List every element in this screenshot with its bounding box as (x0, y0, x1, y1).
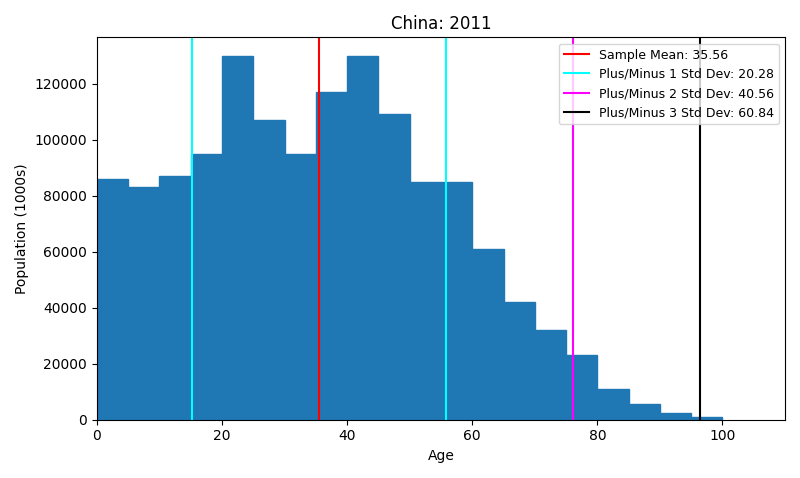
Bar (222, 55, 254, 420)
Bar (128, 187, 159, 420)
Bar (534, 330, 566, 420)
Bar (159, 176, 190, 420)
Plus/Minus 1 Std Dev: 20.28: (15.3, 0): 20.28: (15.3, 0) (188, 417, 198, 423)
Bar (566, 355, 598, 420)
Bar (97, 179, 128, 420)
Plus/Minus 1 Std Dev: 20.28: (15.3, 1): 20.28: (15.3, 1) (188, 417, 198, 423)
Bar (598, 389, 629, 420)
Bar (378, 114, 410, 420)
Legend: Sample Mean: 35.56, Plus/Minus 1 Std Dev: 20.28, Plus/Minus 2 Std Dev: 40.56, Pl: Sample Mean: 35.56, Plus/Minus 1 Std Dev… (558, 43, 778, 124)
Bar (316, 92, 347, 420)
Bar (254, 120, 285, 420)
Bar (441, 182, 472, 420)
Plus/Minus 2 Std Dev: 40.56: (-5, 0): 40.56: (-5, 0) (61, 417, 70, 423)
Sample Mean: 35.56: (35.6, 1): 35.56: (35.6, 1) (314, 417, 324, 423)
Plus/Minus 2 Std Dev: 40.56: (-5, 1): 40.56: (-5, 1) (61, 417, 70, 423)
Bar (660, 413, 691, 420)
Bar (472, 249, 503, 420)
Bar (190, 153, 222, 420)
Bar (285, 153, 316, 420)
Bar (503, 302, 534, 420)
Y-axis label: Population (1000s): Population (1000s) (15, 163, 29, 294)
Bar (629, 404, 660, 420)
Bar (691, 417, 722, 420)
Sample Mean: 35.56: (35.6, 0): 35.56: (35.6, 0) (314, 417, 324, 423)
Bar (347, 55, 378, 420)
Bar (410, 182, 441, 420)
X-axis label: Age: Age (427, 449, 454, 463)
Title: China: 2011: China: 2011 (390, 15, 491, 33)
